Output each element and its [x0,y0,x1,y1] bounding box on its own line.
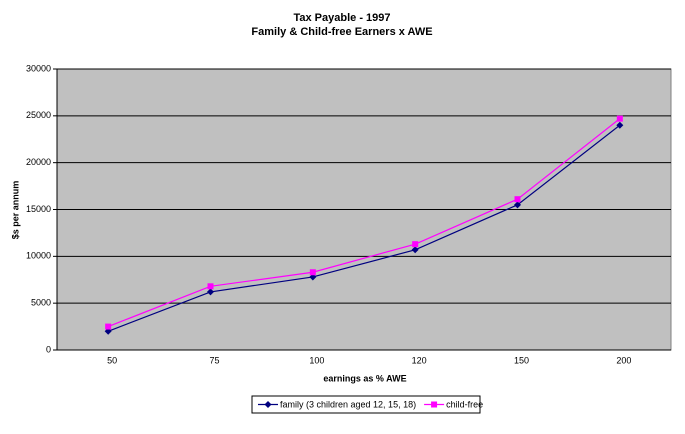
marker [207,283,214,290]
marker [616,121,624,129]
x-tick-label: 100 [309,355,324,365]
chart-subtitle: Family & Child-free Earners x AWE [251,26,432,38]
legend-marker [264,401,272,408]
marker [105,323,112,330]
chart-title: Tax Payable - 1997 [293,12,390,24]
y-tick-label: 0 [46,344,51,354]
legend-label: family (3 children aged 12, 15, 18) [280,399,416,409]
y-tick-label: 5000 [31,298,51,308]
marker [514,201,521,209]
series-line [107,124,621,332]
y-tick-label: 20000 [26,157,51,167]
legend-box [251,395,481,414]
legend: family (3 children aged 12, 15, 18) child… [251,395,483,414]
y-tick-label: 15000 [26,204,51,214]
marker [309,269,316,276]
x-axis-label: earnings as % AWE [323,373,406,383]
legend-label: child-free [446,399,483,409]
marker [411,246,419,254]
y-tick-label: 25000 [26,110,51,120]
x-tick-label: 150 [514,355,529,365]
legend-marker [431,401,438,408]
marker [616,115,623,122]
series-line [107,118,621,328]
x-tick-label: 200 [616,355,631,365]
marker [412,241,419,248]
marker [514,196,521,203]
marker [207,288,214,296]
y-axis-label: $s per annum [10,181,20,240]
y-tick-label: 10000 [26,251,51,261]
y-tick-label: 30000 [26,63,51,73]
x-tick-label: 120 [412,355,427,365]
x-tick-label: 50 [107,355,117,365]
x-tick-label: 75 [209,355,219,365]
